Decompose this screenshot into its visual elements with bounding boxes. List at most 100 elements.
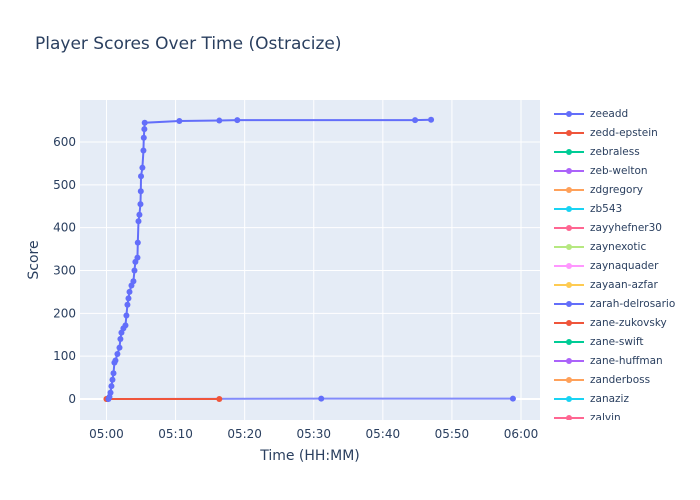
y-tick-label: 0 bbox=[68, 392, 76, 406]
legend-symbol bbox=[554, 128, 584, 138]
data-point-zeeadd bbox=[176, 117, 183, 124]
y-tick-label: 400 bbox=[53, 221, 76, 235]
data-point-zeeadd bbox=[116, 344, 123, 351]
legend-label: zeeadd bbox=[590, 107, 629, 120]
data-point-zeeadd bbox=[130, 278, 137, 285]
data-point-zeeadd bbox=[137, 201, 144, 208]
data-point-zeeadd bbox=[234, 117, 241, 124]
legend-label: zane-swift bbox=[590, 335, 644, 348]
data-point-zeeadd bbox=[135, 218, 142, 225]
data-point-zarah-delrosario bbox=[318, 395, 325, 402]
legend-symbol bbox=[554, 242, 584, 252]
y-tick-label: 500 bbox=[53, 178, 76, 192]
legend-symbol bbox=[554, 261, 584, 271]
data-point-zeeadd bbox=[109, 376, 116, 383]
legend-symbol bbox=[554, 356, 584, 366]
chart-title: Player Scores Over Time (Ostracize) bbox=[35, 34, 342, 54]
legend-symbol bbox=[554, 185, 584, 195]
y-tick-label: 600 bbox=[53, 135, 76, 149]
data-point-zeeadd bbox=[112, 357, 119, 364]
data-point-zarah-delrosario bbox=[509, 395, 516, 402]
legend-item-zanderboss[interactable]: zanderboss bbox=[548, 370, 700, 389]
x-tick-label: 05:30 bbox=[296, 427, 331, 441]
legend-label: zedd-epstein bbox=[590, 126, 658, 139]
x-tick-label: 06:00 bbox=[504, 427, 539, 441]
legend-symbol bbox=[554, 109, 584, 119]
data-point-zeeadd bbox=[114, 351, 121, 358]
legend-item-zarah-delrosario[interactable]: zarah-delrosario bbox=[548, 294, 700, 313]
legend-item-zeeadd[interactable]: zeeadd bbox=[548, 104, 700, 123]
data-point-zeeadd bbox=[140, 134, 147, 141]
legend-item-zedd-epstein[interactable]: zedd-epstein bbox=[548, 123, 700, 142]
data-point-zeeadd bbox=[107, 389, 114, 396]
data-point-zeeadd bbox=[122, 322, 129, 329]
data-point-zeeadd bbox=[124, 301, 131, 308]
data-point-zeeadd bbox=[110, 370, 117, 377]
plot-background bbox=[80, 100, 540, 420]
legend-label: zebraless bbox=[590, 145, 640, 158]
legend-symbol bbox=[554, 280, 584, 290]
legend-label: zarah-delrosario bbox=[590, 297, 676, 310]
data-point-zeeadd bbox=[108, 383, 115, 390]
legend-symbol bbox=[554, 413, 584, 420]
data-point-zeeadd bbox=[412, 117, 419, 124]
legend-label: zane-huffman bbox=[590, 354, 663, 367]
legend-item-zanaziz[interactable]: zanaziz bbox=[548, 389, 700, 408]
legend-label: zalvin bbox=[590, 411, 621, 421]
data-point-zeeadd bbox=[131, 267, 138, 274]
legend-label: zanderboss bbox=[590, 373, 651, 386]
legend-item-zayaan-azfar[interactable]: zayaan-azfar bbox=[548, 275, 700, 294]
legend-label: zayaan-azfar bbox=[590, 278, 658, 291]
data-point-zedd-epstein bbox=[216, 396, 223, 403]
y-axis-label: Score bbox=[26, 240, 42, 279]
legend-symbol bbox=[554, 147, 584, 157]
legend-item-zalvin[interactable]: zalvin bbox=[548, 408, 700, 420]
legend-item-zane-swift[interactable]: zane-swift bbox=[548, 332, 700, 351]
legend-item-zdgregory[interactable]: zdgregory bbox=[548, 180, 700, 199]
legend-item-zayyhefner30[interactable]: zayyhefner30 bbox=[548, 218, 700, 237]
x-tick-label: 05:20 bbox=[227, 427, 262, 441]
legend-symbol bbox=[554, 299, 584, 309]
y-tick-label: 100 bbox=[53, 349, 76, 363]
data-point-zeeadd bbox=[134, 239, 141, 246]
legend-item-zaynexotic[interactable]: zaynexotic bbox=[548, 237, 700, 256]
legend-symbol bbox=[554, 166, 584, 176]
data-point-zeeadd bbox=[141, 126, 148, 133]
data-point-zeeadd bbox=[140, 147, 147, 154]
legend-label: zane-zukovsky bbox=[590, 316, 667, 329]
legend-symbol bbox=[554, 394, 584, 404]
legend-symbol bbox=[554, 318, 584, 328]
legend-symbol bbox=[554, 375, 584, 385]
legend-item-zane-zukovsky[interactable]: zane-zukovsky bbox=[548, 313, 700, 332]
y-tick-label: 300 bbox=[53, 263, 76, 277]
x-tick-label: 05:40 bbox=[366, 427, 401, 441]
data-point-zeeadd bbox=[117, 336, 124, 343]
data-point-zeeadd bbox=[136, 211, 143, 218]
data-point-zeeadd bbox=[126, 288, 133, 295]
legend-item-zaynaquader[interactable]: zaynaquader bbox=[548, 256, 700, 275]
x-tick-label: 05:50 bbox=[435, 427, 470, 441]
data-point-zeeadd bbox=[139, 164, 146, 171]
legend-item-zb543[interactable]: zb543 bbox=[548, 199, 700, 218]
legend: zeeadd zedd-epstein zebraless zeb-welton zdg… bbox=[548, 104, 700, 420]
legend-label: zanaziz bbox=[590, 392, 629, 405]
legend-label: zdgregory bbox=[590, 183, 644, 196]
legend-label: zaynaquader bbox=[590, 259, 659, 272]
legend-symbol bbox=[554, 337, 584, 347]
y-tick-label: 200 bbox=[53, 306, 76, 320]
data-point-zeeadd bbox=[216, 117, 223, 124]
data-point-zeeadd bbox=[123, 312, 130, 319]
legend-item-zebraless[interactable]: zebraless bbox=[548, 142, 700, 161]
data-point-zeeadd bbox=[138, 173, 145, 180]
legend-label: zb543 bbox=[590, 202, 623, 215]
legend-item-zeb-welton[interactable]: zeb-welton bbox=[548, 161, 700, 180]
data-point-zeeadd bbox=[125, 295, 132, 302]
legend-label: zayyhefner30 bbox=[590, 221, 662, 234]
legend-symbol bbox=[554, 223, 584, 233]
x-axis-label: Time (HH:MM) bbox=[259, 448, 360, 464]
legend-item-zane-huffman[interactable]: zane-huffman bbox=[548, 351, 700, 370]
data-point-zeeadd bbox=[428, 116, 435, 123]
legend-symbol bbox=[554, 204, 584, 214]
